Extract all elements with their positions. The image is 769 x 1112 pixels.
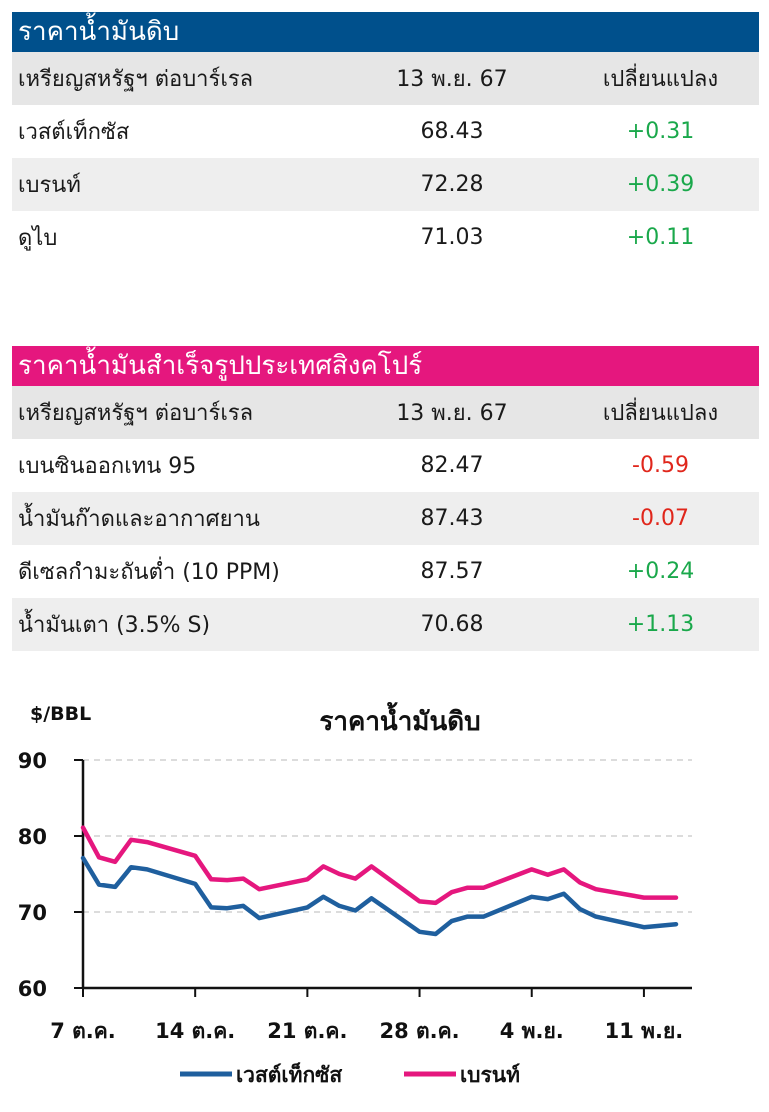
header-date: 13 พ.ย. 67 [396,67,508,92]
y-tick-label: 60 [18,977,47,1001]
table-row: น้ำมันก๊าดและอากาศยาน 87.43 -0.07 [12,492,759,545]
singapore-rows: เบนซินออกเทน 95 82.47 -0.59 น้ำมันก๊าดและอา… [12,439,759,651]
crude-oil-title: ราคาน้ำมันดิบ [12,12,759,52]
row-change: -0.59 [632,453,689,478]
crude-oil-chart: ราคาน้ำมันดิบ $/BBL 60 70 80 90 7 ต.ค. 14 ต.ค. 2… [0,690,769,1108]
row-change: +0.24 [626,559,695,584]
row-name: น้ำมันก๊าดและอากาศยาน [18,507,260,532]
singapore-header-row: เหรียญสหรัฐฯ ต่อบาร์เรล 13 พ.ย. 67 เปลี่… [12,386,759,439]
crude-oil-rows: เวสต์เท็กซัส 68.43 +0.31 เบรนท์ 72.28 +0.39 ดู… [12,105,759,264]
header-change: เปลี่ยนแปลง [602,401,719,426]
x-tick-label: 28 ต.ค. [379,1019,459,1043]
header-unit: เหรียญสหรัฐฯ ต่อบาร์เรล [18,67,254,92]
row-change: +0.11 [626,225,695,250]
legend-label-1: เบรนท์ [460,1063,520,1087]
row-change: -0.07 [632,506,689,531]
series-line-0 [80,855,679,937]
row-change: +1.13 [626,612,695,637]
x-tick-label: 7 ต.ค. [50,1019,116,1043]
row-name: ดีเซลกำมะถันต่ำ (10 PPM) [18,560,280,585]
row-value: 87.43 [420,506,484,531]
crude-oil-header-row: เหรียญสหรัฐฯ ต่อบาร์เรล 13 พ.ย. 67 เปลี่… [12,52,759,105]
row-value: 70.68 [420,612,484,637]
y-tick-label: 80 [18,825,47,849]
table-row: ดูไบ 71.03 +0.11 [12,211,759,264]
crude-oil-panel: ราคาน้ำมันดิบ เหรียญสหรัฐฯ ต่อบาร์เรล 13… [12,12,759,264]
x-tick-label: 4 พ.ย. [500,1019,564,1043]
row-name: เบนซินออกเทน 95 [18,454,197,479]
row-value: 82.47 [420,453,484,478]
row-value: 68.43 [420,119,484,144]
y-axis-label: $/BBL [30,703,91,725]
table-row: เวสต์เท็กซัส 68.43 +0.31 [12,105,759,158]
row-name: เวสต์เท็กซัส [18,120,130,145]
row-name: เบรนท์ [18,173,81,198]
header-date: 13 พ.ย. 67 [396,401,508,426]
row-value: 87.57 [420,559,484,584]
header-change: เปลี่ยนแปลง [602,67,719,92]
table-row: น้ำมันเตา (3.5% S) 70.68 +1.13 [12,598,759,651]
table-row: เบรนท์ 72.28 +0.39 [12,158,759,211]
row-value: 71.03 [420,225,484,250]
singapore-title: ราคาน้ำมันสำเร็จรูปประเทศสิงคโปร์ [12,346,759,386]
chart-title: ราคาน้ำมันดิบ [319,701,480,737]
table-row: เบนซินออกเทน 95 82.47 -0.59 [12,439,759,492]
row-name: น้ำมันเตา (3.5% S) [18,613,211,638]
series-line-1 [80,825,679,906]
table-row: ดีเซลกำมะถันต่ำ (10 PPM) 87.57 +0.24 [12,545,759,598]
row-value: 72.28 [420,172,484,197]
row-change: +0.31 [626,119,695,144]
y-tick-label: 90 [18,749,47,773]
chart-svg: ราคาน้ำมันดิบ $/BBL 60 70 80 90 7 ต.ค. 14 ต.ค. 2… [18,701,692,1087]
x-tick-label: 11 พ.ย. [605,1019,684,1043]
singapore-panel: ราคาน้ำมันสำเร็จรูปประเทศสิงคโปร์ เหรียญ… [12,346,759,651]
y-tick-label: 70 [18,901,47,925]
legend-label-0: เวสต์เท็กซัส [236,1061,342,1087]
header-unit: เหรียญสหรัฐฯ ต่อบาร์เรล [18,401,254,426]
x-tick-label: 21 ต.ค. [267,1019,347,1043]
x-tick-label: 14 ต.ค. [155,1019,235,1043]
row-change: +0.39 [626,172,695,197]
row-name: ดูไบ [18,226,58,251]
